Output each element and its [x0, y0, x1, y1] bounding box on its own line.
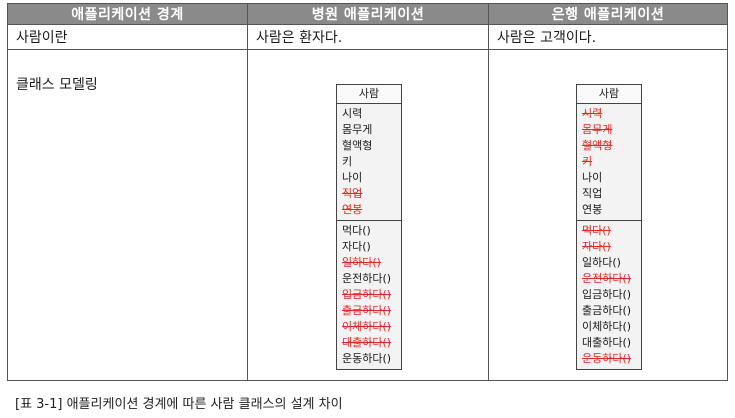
attribute-item: 시력 — [342, 107, 363, 120]
attribute-item-removed: 시력 — [582, 107, 603, 120]
attribute-item: 나이 — [582, 171, 603, 184]
header-bank-app: 은행 애플리케이션 — [488, 3, 728, 25]
attribute-item-removed: 직업 — [342, 187, 363, 200]
method-item: 출금하다() — [582, 304, 632, 317]
definition-label: 사람이란 — [7, 24, 248, 50]
header-row: 애플리케이션 경계 병원 애플리케이션 은행 애플리케이션 — [7, 3, 728, 25]
modeling-label: 클래스 모델링 — [16, 77, 98, 93]
method-item: 먹다() — [342, 224, 371, 237]
method-item: 자다() — [342, 240, 371, 253]
attribute-item-removed: 키 — [582, 155, 593, 168]
attribute-item-removed: 연봉 — [342, 203, 363, 216]
attribute-item: 몸무게 — [342, 123, 373, 136]
attribute-item: 연봉 — [582, 203, 603, 216]
comparison-table: 애플리케이션 경계 병원 애플리케이션 은행 애플리케이션 사람이란 사람은 환… — [7, 3, 728, 381]
method-item-removed: 운전하다() — [582, 272, 632, 285]
method-item-removed: 먹다() — [582, 224, 611, 237]
method-item: 이체하다() — [582, 320, 632, 333]
modeling-label-cell: 클래스 모델링 — [7, 49, 248, 381]
method-item: 운동하다() — [342, 352, 392, 365]
class-methods: 먹다() 자다() 일하다() 운전하다() 입금하다() 출금하다() 이체하다() 대출하… — [577, 221, 641, 369]
method-item: 운전하다() — [342, 272, 392, 285]
method-item: 일하다() — [582, 256, 621, 269]
method-item-removed: 대출하다() — [342, 336, 392, 349]
attribute-item-removed: 몸무게 — [582, 123, 613, 136]
class-name: 사람 — [337, 85, 401, 104]
method-item: 입금하다() — [582, 288, 632, 301]
method-item-removed: 일하다() — [342, 256, 381, 269]
hospital-definition: 사람은 환자다. — [247, 24, 489, 50]
attribute-item-removed: 혈액형 — [582, 139, 613, 152]
definition-row: 사람이란 사람은 환자다. 사람은 고객이다. — [7, 24, 728, 50]
attribute-item: 직업 — [582, 187, 603, 200]
method-item-removed: 운동하다() — [582, 352, 632, 365]
method-item-removed: 출금하다() — [342, 304, 392, 317]
class-methods: 먹다() 자다() 일하다() 운전하다() 입금하다() 출금하다() 이체하다() 대출하… — [337, 221, 401, 369]
method-item-removed: 이체하다() — [342, 320, 392, 333]
attribute-item: 혈액형 — [342, 139, 373, 152]
bank-definition: 사람은 고객이다. — [488, 24, 728, 50]
method-item-removed: 입금하다() — [342, 288, 392, 301]
attribute-item: 키 — [342, 155, 353, 168]
method-item: 대출하다() — [582, 336, 632, 349]
header-hospital-app: 병원 애플리케이션 — [247, 3, 489, 25]
method-item-removed: 자다() — [582, 240, 611, 253]
attribute-item: 나이 — [342, 171, 363, 184]
header-app-boundary: 애플리케이션 경계 — [7, 3, 248, 25]
class-name: 사람 — [577, 85, 641, 104]
table-caption: [표 3-1] 애플리케이션 경계에 따른 사람 클래스의 설계 차이 — [15, 397, 343, 412]
